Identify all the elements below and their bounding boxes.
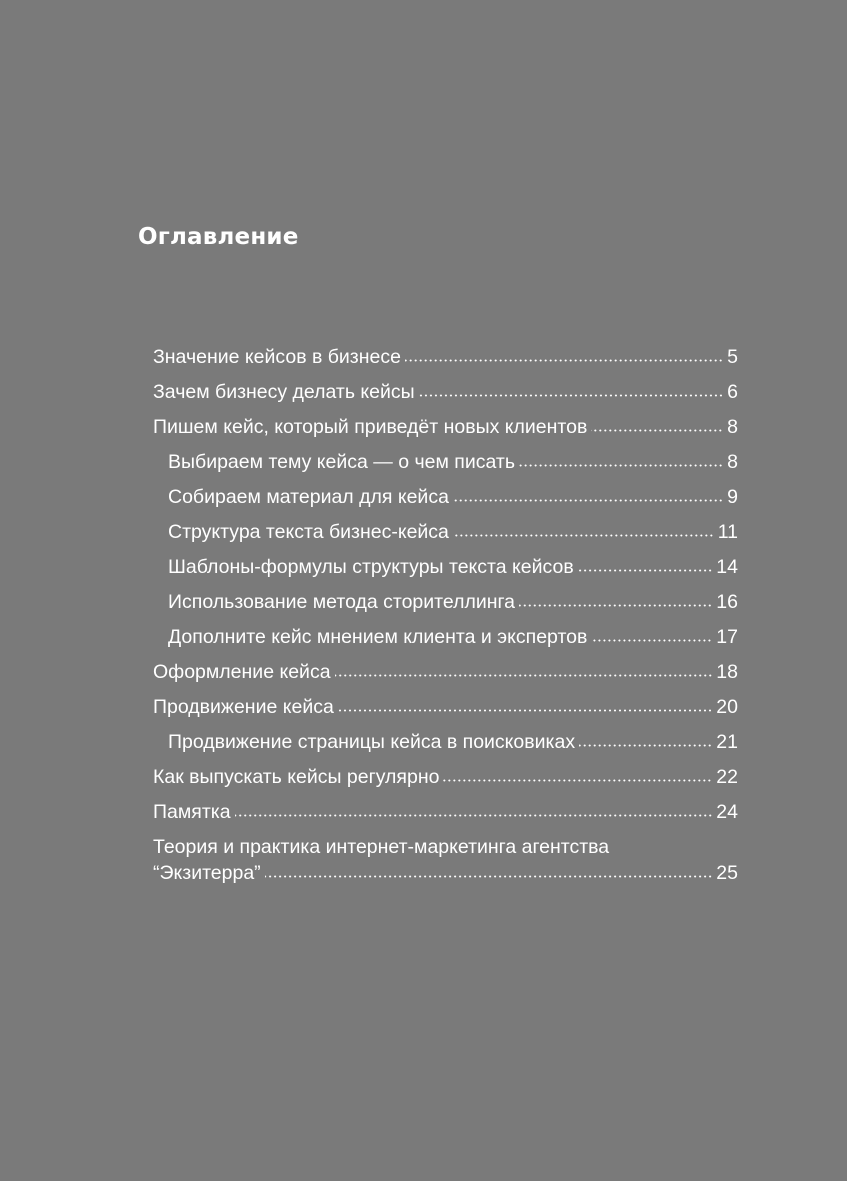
toc-entry-page: 24 (716, 801, 738, 823)
dot-leader (591, 429, 724, 432)
toc-entry-title: Использование метода сторителлинга (168, 591, 516, 613)
dot-leader (234, 814, 713, 817)
toc-entry-page: 5 (727, 346, 738, 368)
toc-entry-title: Собираем материал для кейса (168, 486, 449, 508)
dot-leader (334, 674, 713, 677)
toc-entry-title: Продвижение кейса (153, 696, 334, 718)
dot-leader (577, 569, 713, 572)
dot-leader (404, 359, 724, 362)
toc-entry-title: Продвижение страницы кейса в поисковиках (168, 731, 576, 753)
toc-entry[interactable]: Как выпускать кейсы регулярно 22 (153, 764, 738, 799)
toc-entry-page: 25 (716, 862, 738, 884)
toc-entry-page: 17 (716, 626, 738, 648)
toc-entry[interactable]: Теория и практика интернет-маркетинга аг… (153, 834, 738, 895)
toc-entry[interactable]: Структура текста бизнес-кейса 11 (153, 519, 738, 554)
dot-leader (443, 779, 713, 782)
toc-entry[interactable]: Шаблоны-формулы структуры текста кейсов 1… (153, 554, 738, 589)
page-title: Оглавление (138, 224, 299, 250)
toc-entry-page: 11 (717, 521, 738, 543)
toc-entry[interactable]: Дополните кейс мнением клиента и эксперт… (153, 624, 738, 659)
toc-entry-line: “Экзитерра” 25 (153, 860, 738, 895)
toc-entry-page: 8 (727, 416, 738, 438)
toc-entry-title: Значение кейсов в бизнесе (153, 346, 401, 368)
toc-entry[interactable]: Выбираем тему кейса — о чем писать 8 (153, 449, 738, 484)
toc-entry[interactable]: Зачем бизнесу делать кейсы 6 (153, 379, 738, 414)
toc-entry-page: 16 (716, 591, 738, 613)
toc-entry[interactable]: Продвижение страницы кейса в поисковиках… (153, 729, 738, 764)
toc-entry-page: 14 (716, 556, 738, 578)
toc-entry-page: 18 (716, 661, 738, 683)
toc-entry-title: Оформление кейса (153, 661, 331, 683)
dot-leader (264, 875, 713, 878)
toc-entry-page: 9 (727, 486, 738, 508)
toc-entry-title: Пишем кейс, который приведёт новых клиен… (153, 416, 588, 438)
toc-entry-title: Шаблоны-формулы структуры текста кейсов (168, 556, 574, 578)
toc-entry[interactable]: Пишем кейс, который приведёт новых клиен… (153, 414, 738, 449)
toc-entry-page: 22 (716, 766, 738, 788)
toc-entry-page: 8 (727, 451, 738, 473)
toc-entry[interactable]: Оформление кейса 18 (153, 659, 738, 694)
toc-entry[interactable]: Собираем материал для кейса 9 (153, 484, 738, 519)
toc-entry-line: Теория и практика интернет-маркетинга аг… (153, 834, 738, 860)
dot-leader (337, 709, 713, 712)
toc-entry-title: Зачем бизнесу делать кейсы (153, 381, 415, 403)
toc-entry-title: Теория и практика интернет-маркетинга аг… (153, 836, 610, 858)
dot-leader (519, 464, 724, 467)
toc-entry[interactable]: Памятка 24 (153, 799, 738, 834)
dot-leader (418, 394, 724, 397)
toc-entry[interactable]: Продвижение кейса 20 (153, 694, 738, 729)
toc-entry-title: Памятка (153, 801, 231, 823)
toc-entry-page: 21 (716, 731, 738, 753)
dot-leader (452, 499, 724, 502)
toc-entry-title: Структура текста бизнес-кейса (168, 521, 449, 543)
dot-leader (452, 534, 714, 537)
toc-entry-page: 6 (727, 381, 738, 403)
dot-leader (579, 744, 713, 747)
toc-entry-page: 20 (716, 696, 738, 718)
dot-leader (591, 639, 713, 642)
toc-entry[interactable]: Использование метода сторителлинга 16 (153, 589, 738, 624)
toc-entry-title: Как выпускать кейсы регулярно (153, 766, 440, 788)
dot-leader (519, 604, 713, 607)
toc-entry-title-cont: “Экзитерра” (153, 862, 261, 884)
table-of-contents: Значение кейсов в бизнесе 5 Зачем бизнесу … (153, 344, 738, 895)
toc-entry-title: Дополните кейс мнением клиента и эксперт… (168, 626, 588, 648)
toc-entry[interactable]: Значение кейсов в бизнесе 5 (153, 344, 738, 379)
toc-entry-title: Выбираем тему кейса — о чем писать (168, 451, 516, 473)
